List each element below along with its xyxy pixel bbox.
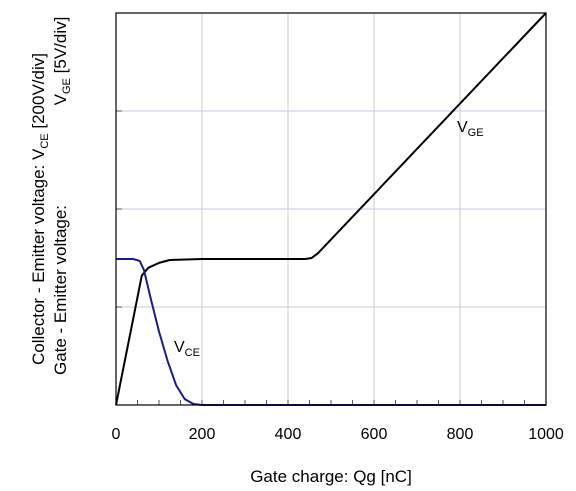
x-tick-label: 800	[447, 426, 474, 443]
series-layer	[115, 12, 547, 406]
x-tick-label: 200	[189, 426, 216, 443]
plot-frame	[115, 12, 547, 406]
y-axis-title-ce: Collector - Emitter voltage: VCE [200V/d…	[29, 53, 51, 365]
y-axis-title-ge-unit: VGE [5V/div]	[51, 17, 73, 106]
x-tick-label: 1000	[528, 426, 564, 443]
vce-series-label: VCE	[174, 339, 200, 359]
x-tick-labels: 0 200 400 600 800 1000	[112, 426, 564, 443]
vge-series-line	[115, 12, 547, 406]
minor-ticks	[116, 110, 525, 405]
x-axis-title: Gate charge: Qg [nC]	[250, 467, 412, 486]
y-axis-title-ge-label: Gate - Emitter voltage:	[51, 205, 70, 375]
x-tick-label: 400	[275, 426, 302, 443]
vge-series-label: VGE	[457, 119, 484, 139]
grid-lines	[116, 13, 546, 405]
x-tick-label: 0	[112, 426, 121, 443]
x-tick-label: 600	[361, 426, 388, 443]
vce-series-line	[116, 258, 546, 406]
